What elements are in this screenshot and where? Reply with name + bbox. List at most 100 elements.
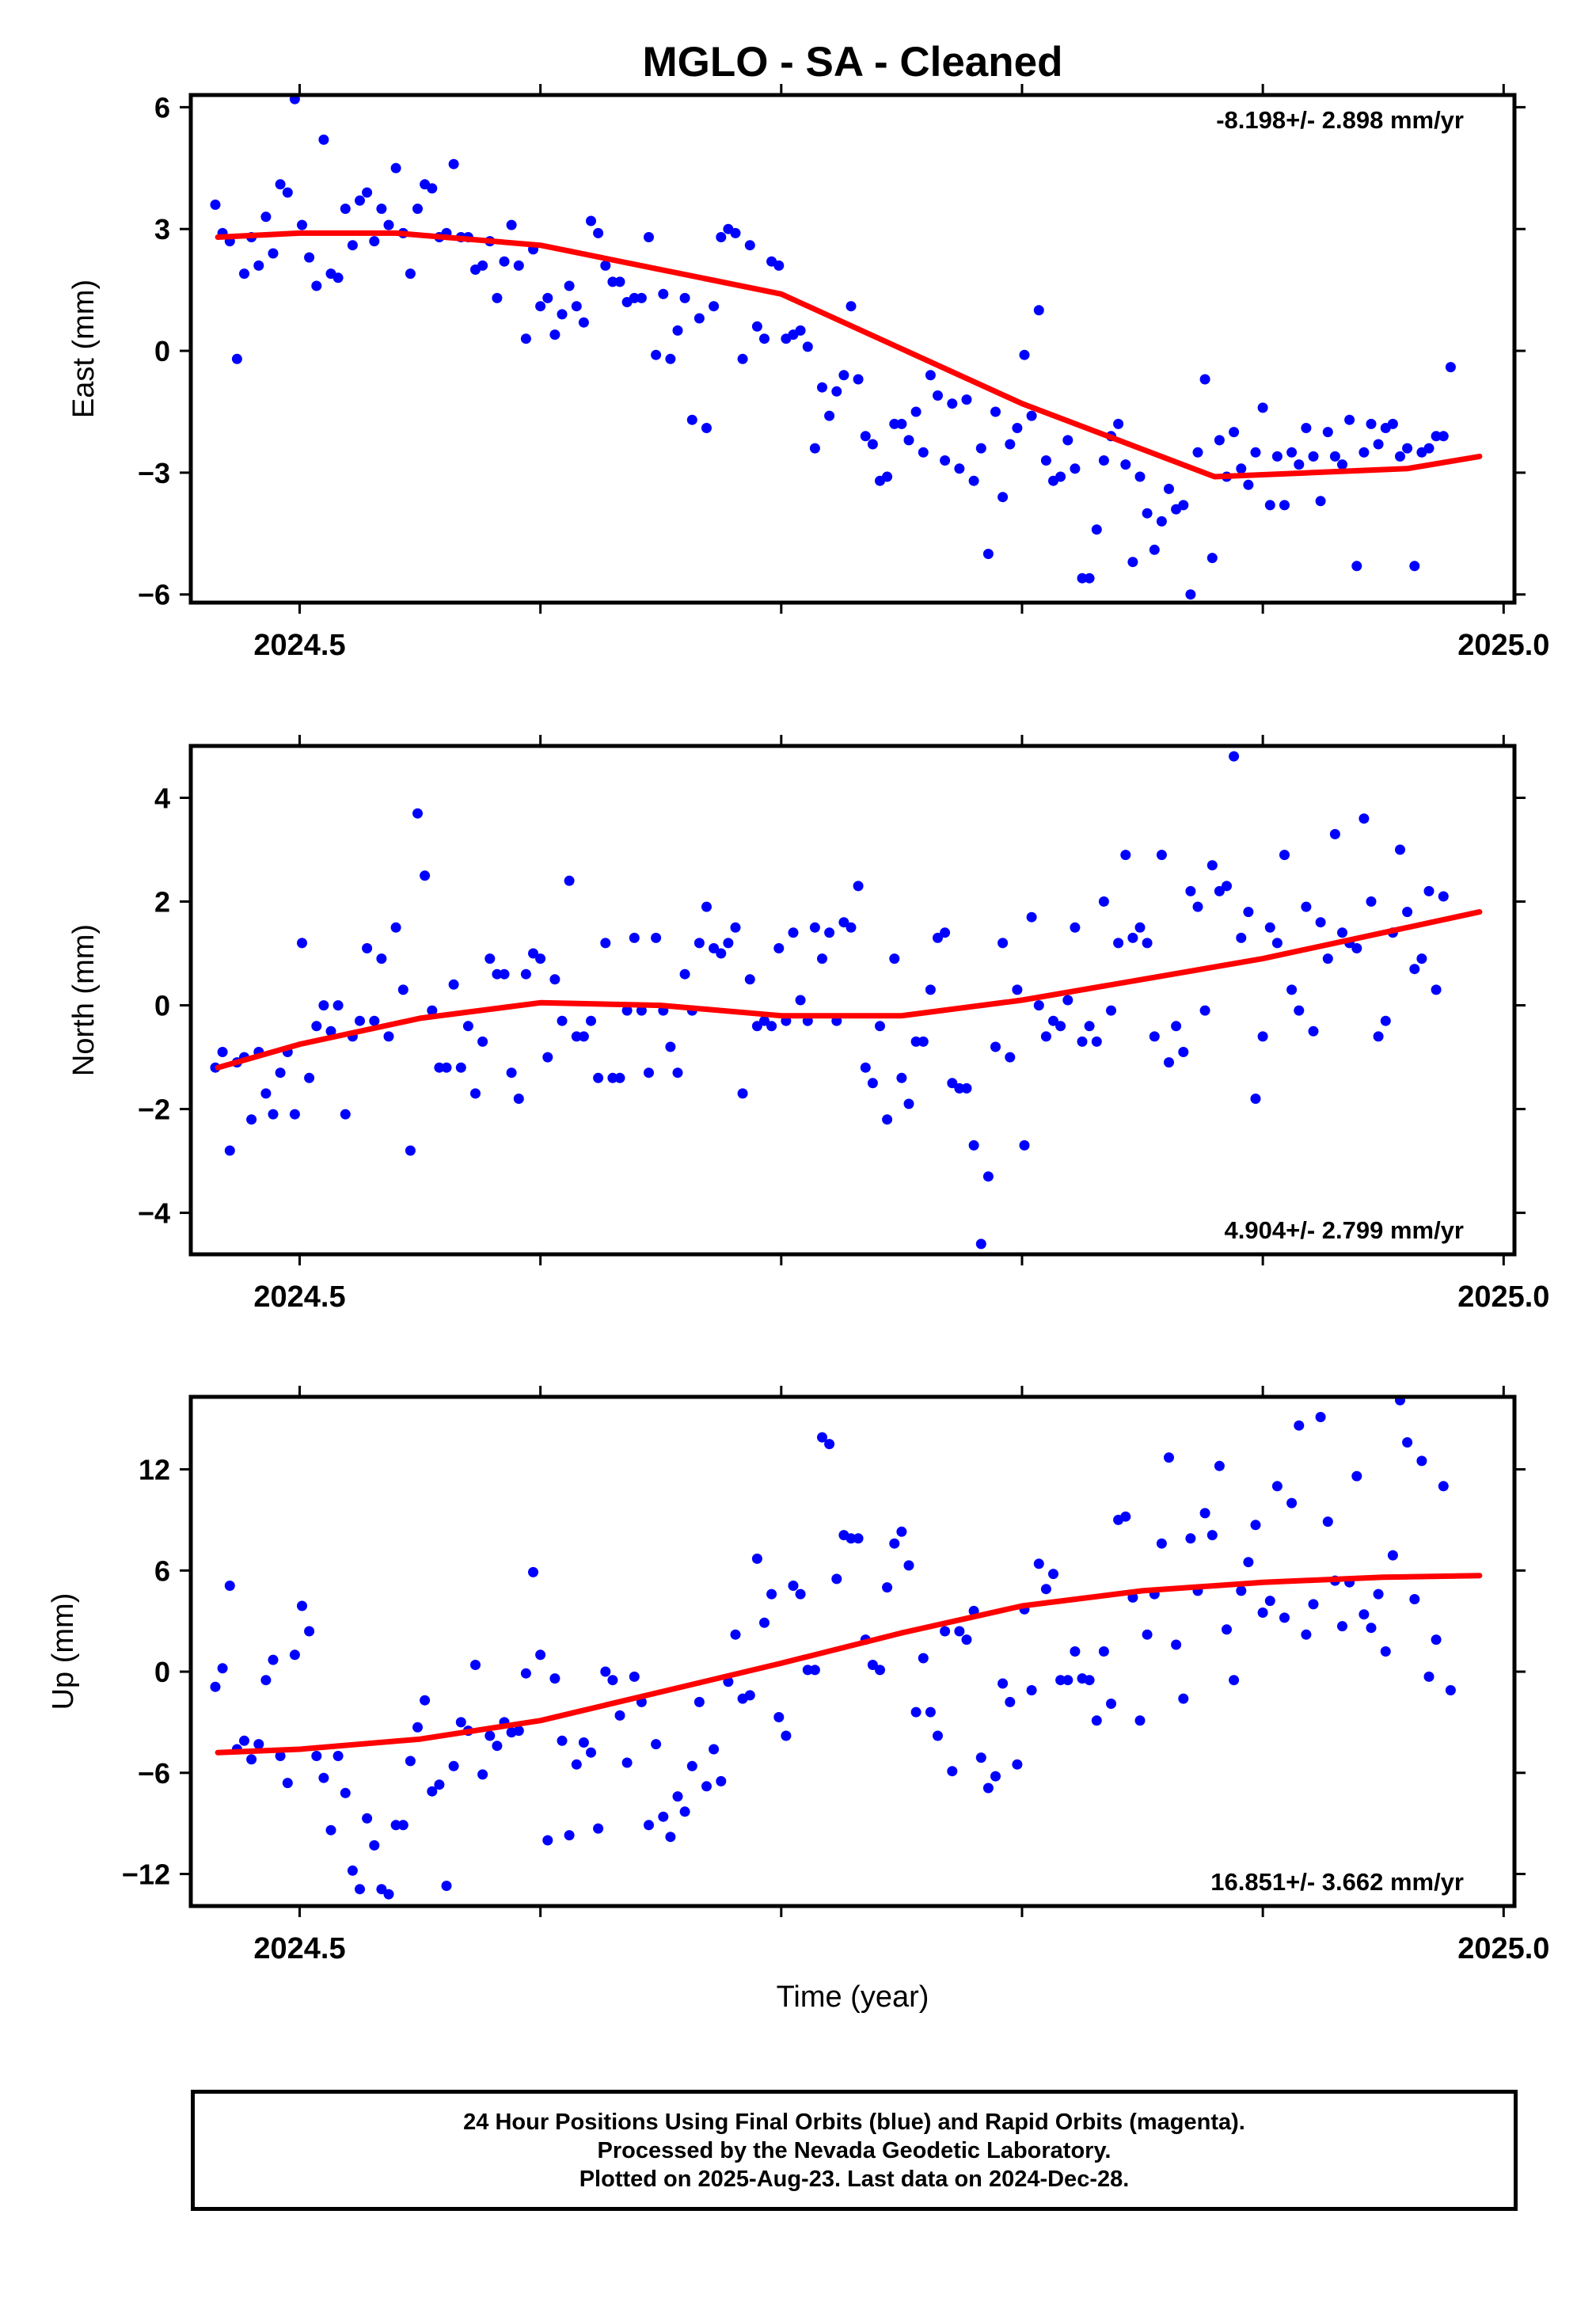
x-tick-label: 2025.0 — [1457, 1280, 1549, 1314]
data-point — [629, 932, 640, 943]
data-point — [455, 1717, 466, 1728]
data-point — [903, 1560, 914, 1571]
data-point — [990, 1771, 1001, 1782]
data-point — [824, 410, 835, 421]
x-axis-label: Time (year) — [777, 1980, 929, 2014]
data-point — [744, 240, 755, 251]
data-point — [253, 260, 264, 271]
data-point — [1033, 305, 1044, 316]
data-point — [694, 313, 705, 324]
data-point — [600, 938, 611, 949]
data-point — [1084, 573, 1095, 584]
data-point — [982, 549, 994, 559]
data-point — [947, 398, 958, 409]
data-point — [231, 353, 242, 364]
data-point — [347, 1865, 358, 1876]
data-point — [1366, 418, 1377, 429]
data-point — [1012, 423, 1023, 433]
data-point — [1431, 431, 1442, 442]
data-point — [1070, 463, 1081, 474]
data-point — [1199, 1508, 1210, 1519]
data-point — [933, 1730, 943, 1741]
data-point — [600, 260, 611, 271]
data-point — [1098, 455, 1109, 466]
data-point — [268, 1109, 279, 1120]
x-tick-label: 2024.5 — [253, 1932, 345, 1965]
data-point — [506, 1067, 517, 1079]
y-axis-label: East (mm) — [67, 280, 101, 418]
data-point — [492, 1741, 503, 1752]
data-point — [737, 1088, 748, 1099]
data-point — [332, 1751, 344, 1761]
data-point — [383, 1031, 394, 1042]
data-point — [744, 1690, 755, 1701]
data-point — [362, 943, 373, 953]
data-point — [427, 183, 438, 194]
data-point — [1091, 524, 1102, 535]
data-point — [1012, 1759, 1023, 1770]
data-point — [1206, 553, 1218, 564]
data-point — [1279, 850, 1290, 861]
data-point — [1294, 459, 1305, 470]
data-point — [651, 349, 662, 360]
data-point — [759, 333, 770, 344]
data-point — [1192, 901, 1203, 912]
data-point — [1358, 1609, 1370, 1620]
data-point — [1358, 813, 1370, 824]
data-point — [607, 1072, 618, 1083]
data-point — [311, 280, 322, 291]
data-point — [1337, 927, 1347, 938]
data-point — [297, 938, 307, 949]
data-point — [578, 1737, 589, 1748]
data-point — [853, 1533, 864, 1544]
data-point — [405, 268, 416, 280]
data-point — [578, 1031, 589, 1042]
data-point — [1286, 984, 1298, 995]
data-point — [318, 134, 329, 145]
data-point — [557, 1735, 568, 1746]
data-point — [397, 1820, 408, 1831]
data-point — [390, 162, 401, 173]
data-point — [1243, 1557, 1254, 1568]
data-point — [347, 240, 358, 251]
data-point — [1329, 451, 1340, 462]
data-point — [910, 1706, 922, 1718]
data-point — [968, 1139, 979, 1151]
data-point — [1214, 1460, 1225, 1471]
data-point — [817, 953, 827, 964]
data-point — [961, 1082, 972, 1094]
data-point — [672, 1067, 683, 1079]
data-point — [896, 1072, 907, 1083]
data-point — [1005, 1696, 1016, 1707]
data-point — [1012, 984, 1023, 995]
data-point — [246, 1114, 257, 1125]
data-point — [1156, 1538, 1167, 1549]
y-tick-label: −3 — [138, 457, 170, 489]
data-point — [1142, 1629, 1153, 1640]
data-point — [405, 1756, 416, 1767]
data-point — [665, 353, 676, 364]
data-point — [1438, 431, 1449, 442]
data-point — [694, 938, 705, 949]
data-point — [383, 219, 394, 230]
data-point — [846, 301, 857, 312]
data-point — [644, 232, 654, 242]
data-point — [730, 227, 741, 238]
data-point — [210, 1681, 221, 1692]
data-point — [998, 492, 1009, 503]
data-point — [304, 252, 315, 263]
y-tick-label: −4 — [138, 1197, 170, 1230]
data-point — [492, 968, 503, 980]
data-point — [709, 1744, 720, 1755]
data-point — [513, 1725, 524, 1737]
data-point — [644, 1820, 654, 1831]
data-point — [593, 227, 604, 238]
data-point — [918, 1036, 929, 1047]
data-point — [730, 922, 741, 933]
data-point — [542, 1835, 553, 1846]
x-tick-label: 2024.5 — [253, 1280, 345, 1314]
data-point — [701, 423, 712, 433]
data-point — [1395, 451, 1405, 462]
data-point — [1236, 463, 1247, 474]
data-point — [954, 1082, 965, 1094]
